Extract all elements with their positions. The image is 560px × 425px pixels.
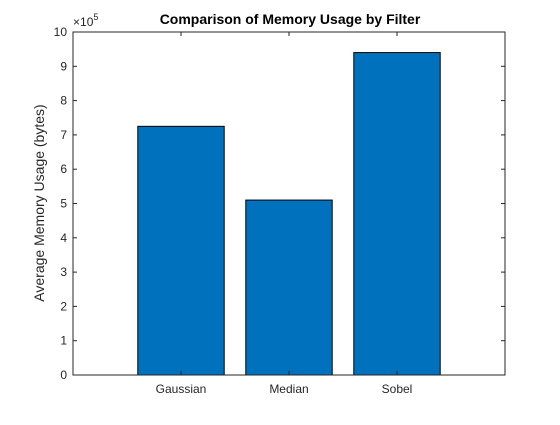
exponent-base: 10 [80, 15, 94, 29]
bar-median [245, 199, 333, 376]
y-axis-label: Average Memory Usage (bytes) [31, 104, 47, 301]
exponent-prefix: × [73, 15, 80, 29]
y-tick-label: 2 [60, 299, 67, 313]
svg-text:×105: ×105 [73, 12, 98, 29]
y-tick-label: 8 [60, 94, 67, 108]
y-tick-label: 6 [60, 162, 67, 176]
exponent-power: 5 [93, 12, 98, 22]
plot-area-border [72, 31, 506, 376]
x-tick-label: Gaussian [156, 382, 207, 396]
axes-box [72, 31, 506, 376]
bars-group [137, 52, 441, 376]
x-tick-label: Median [269, 382, 308, 396]
y-tick-label: 9 [60, 59, 67, 73]
x-ticks-group: Gaussian Median Sobel [156, 32, 413, 396]
y-tick-label: 3 [60, 265, 67, 279]
y-tick-label: 4 [60, 231, 67, 245]
y-tick-label: 10 [54, 25, 68, 39]
y-tick-label: 0 [60, 368, 67, 382]
y-ticks-group: 0 1 2 3 4 5 6 7 8 9 10 [54, 25, 505, 382]
y-tick-label: 1 [60, 334, 67, 348]
y-tick-label: 7 [60, 128, 67, 142]
y-axis-exponent: ×105 [73, 12, 98, 29]
bar-sobel [353, 52, 441, 376]
x-tick-label: Sobel [382, 382, 413, 396]
y-tick-label: 5 [60, 197, 67, 211]
chart-title: Comparison of Memory Usage by Filter [160, 11, 421, 27]
bar-gaussian [137, 125, 225, 376]
